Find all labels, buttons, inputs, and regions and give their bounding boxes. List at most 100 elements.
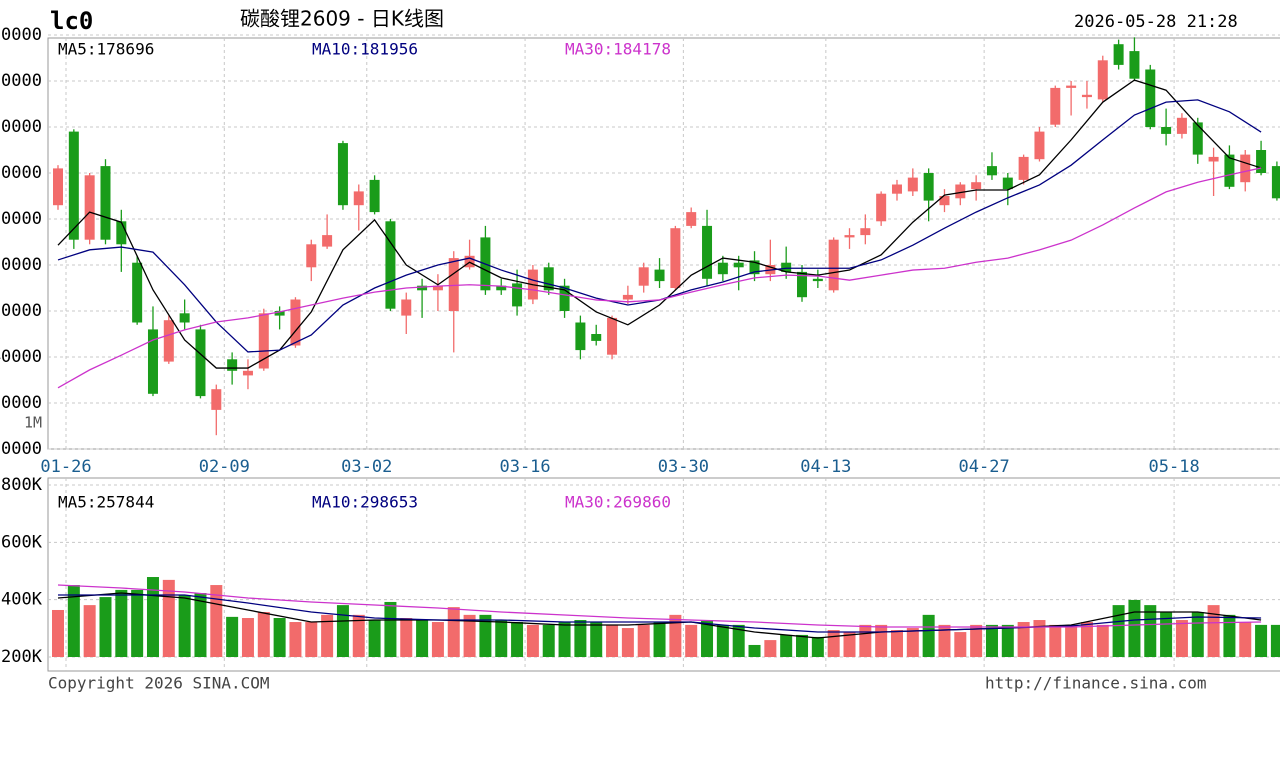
volume-bar [938, 624, 951, 657]
candle-body [1145, 69, 1156, 127]
volume-bar [447, 607, 460, 657]
ma-line [57, 584, 1262, 628]
volume-bar [906, 628, 919, 657]
volume-bar [511, 622, 524, 657]
legend-entry: MA30:269860 [565, 493, 671, 512]
candle-body [258, 313, 269, 369]
volume-bar [226, 616, 239, 657]
x-tick-label: 01-26 [40, 457, 91, 477]
volume-bar [843, 632, 856, 657]
candle-body [1050, 87, 1061, 125]
volume-bar [637, 624, 650, 657]
volume-bar [178, 595, 191, 657]
volume-bar [463, 614, 476, 657]
y-tick-label: 180000 [0, 163, 42, 183]
candle-body [179, 313, 190, 323]
y-tick-label: 170000 [0, 209, 42, 229]
candle-body [860, 228, 871, 236]
volume-bar [1223, 614, 1236, 657]
candle-body [448, 258, 459, 311]
volume-bar [542, 624, 555, 657]
volume-bar [922, 614, 935, 657]
candle-body [575, 322, 586, 351]
x-tick-label: 03-30 [658, 457, 709, 477]
legend-entry: MA5:178696 [58, 40, 154, 59]
y-tick-label: 120000 [0, 439, 42, 459]
candle-body [622, 294, 633, 300]
y-tick-label: 800K [1, 475, 43, 495]
candle-body [638, 267, 649, 286]
copyright: Copyright 2026 SINA.COM [48, 674, 270, 693]
volume-bar [1270, 624, 1280, 657]
volume-bar [1001, 624, 1014, 657]
candle-body [686, 212, 697, 226]
candle-body [1034, 131, 1045, 160]
candle-body [211, 389, 222, 410]
volume-bar [241, 618, 254, 657]
candle-body [1002, 177, 1013, 190]
candle-body [496, 285, 507, 291]
candle-body [828, 239, 839, 291]
candle-body [1097, 60, 1108, 100]
volume-bar [764, 640, 777, 657]
candle-body [68, 131, 79, 240]
volume-bar [748, 644, 761, 657]
volume-bar [52, 609, 64, 657]
y-tick-label: 210000 [0, 25, 42, 45]
volume-bar [875, 624, 888, 657]
volume-bar [1255, 624, 1268, 657]
volume-bar [827, 630, 840, 657]
volume-bar [985, 624, 998, 657]
volume-bar [99, 597, 112, 657]
volume-bar [526, 624, 539, 657]
volume-bar [1033, 620, 1046, 657]
volume-bar [400, 618, 413, 657]
candle-body [274, 311, 285, 316]
volume-bar [257, 611, 270, 657]
ma-line [57, 592, 1262, 639]
ma-line [57, 167, 1262, 389]
candle-body [1176, 117, 1187, 134]
y-tick-label: 130000 [0, 393, 42, 413]
candle-body [1192, 122, 1203, 155]
volume-bar [336, 605, 349, 657]
candle-body [290, 299, 301, 346]
x-tick-label: 04-27 [959, 457, 1010, 477]
volume-bar [1175, 620, 1188, 657]
candle-body [591, 334, 602, 341]
candle-body [417, 285, 428, 291]
candle-body [844, 235, 855, 238]
x-tick-label: 05-18 [1149, 457, 1200, 477]
volume-bar [621, 628, 634, 657]
volume-bar [1144, 605, 1157, 657]
volume-bar [780, 634, 793, 657]
y-tick-label: 400K [1, 590, 43, 610]
candle-body [132, 262, 143, 323]
candle-body [781, 262, 792, 272]
volume-bar [352, 614, 365, 657]
volume-bar [321, 614, 334, 657]
source-url: http://finance.sina.com [985, 674, 1207, 693]
chart-subtitle: 碳酸锂2609 - 日K线图 [240, 7, 444, 31]
volume-bar [431, 622, 444, 657]
candle-body [559, 285, 570, 311]
volume-bar [574, 620, 587, 657]
volume-bar [811, 636, 824, 657]
candle-body [1224, 154, 1235, 187]
panel-frame [47, 37, 1280, 450]
volume-bar [890, 630, 903, 657]
volume-bar [970, 624, 983, 657]
volume-bar [1160, 611, 1173, 657]
volume-bar [558, 622, 571, 657]
candle-body [1066, 85, 1077, 88]
candle-body [1129, 51, 1140, 79]
candle-body [322, 235, 333, 247]
volume-bar [669, 614, 682, 657]
candle-body [543, 267, 554, 291]
candle-body [1240, 154, 1251, 183]
candle-body [100, 166, 111, 240]
candle-body [401, 299, 412, 316]
volume-bar [859, 624, 872, 657]
volume-bar [1080, 622, 1093, 657]
